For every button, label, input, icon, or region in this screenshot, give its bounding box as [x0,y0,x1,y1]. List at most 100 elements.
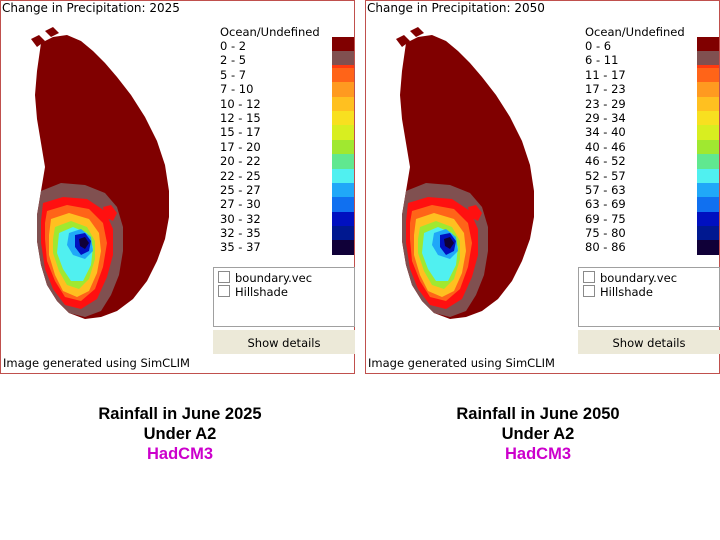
caption-line2: Under A2 [143,425,217,443]
legend-swatch [332,182,354,198]
legend: Ocean/Undefined 0 - 2 2 - 5 5 - 7 7 - 10… [219,25,355,255]
legend-row: 12 - 15 [219,110,355,126]
legend-header: Ocean/Undefined [220,25,320,39]
legend-label: 23 - 29 [585,96,626,111]
legend-label: 17 - 20 [220,139,261,154]
legend-swatch [697,139,719,155]
legend-swatch [332,197,354,212]
layer-hillshade[interactable]: Hillshade [583,285,653,299]
caption-line2: Under A2 [501,425,575,443]
legend-row: 32 - 35 [219,226,355,241]
legend-label: 5 - 7 [220,67,247,82]
zone-darkest [444,237,454,249]
legend-swatch [697,96,719,111]
caption-model: HadCM3 [504,445,571,463]
checkbox[interactable] [218,271,230,283]
checkbox[interactable] [218,285,230,297]
rainfall-zones [37,183,123,317]
legend-row: 34 - 40 [584,125,720,140]
layer-hillshade[interactable]: Hillshade [218,285,288,299]
legend-swatch [697,197,719,212]
legend-row: 5 - 7 [219,67,355,83]
legend-label: 30 - 32 [220,211,261,226]
legend-row: 80 - 86 [584,240,720,255]
legend-label: 75 - 80 [585,226,626,241]
map-panel-2025: Change in Precipitation: 2025 Ocean/Unde… [0,0,355,374]
legend-row: 29 - 34 [584,110,720,126]
legend-label: 57 - 63 [585,182,626,197]
layer-boundary[interactable]: boundary.vec [218,271,312,285]
legend-row: 63 - 69 [584,197,720,212]
legend-label: 11 - 17 [585,67,626,82]
legend-label: 46 - 52 [585,154,626,169]
checkbox[interactable] [583,285,595,297]
legend-swatch [697,182,719,198]
legend-swatch [332,82,354,97]
layers-list: boundary.vec Hillshade [213,267,355,327]
zone-red-spot [468,205,482,221]
legend-label: 15 - 17 [220,125,261,140]
layers-list: boundary.vec Hillshade [578,267,720,327]
legend-swatch [697,125,719,140]
legend-label: 29 - 34 [585,110,626,125]
layer-label: Hillshade [600,285,653,299]
show-details-button[interactable]: Show details [578,330,720,354]
legend-label: 69 - 75 [585,211,626,226]
legend-swatch [697,226,719,241]
legend-negative-swatch [697,51,719,65]
panel-title: Change in Precipitation: 2025 [2,1,180,15]
legend-row: 10 - 12 [219,96,355,111]
legend-swatch [697,67,719,83]
legend-label: 12 - 15 [220,110,261,125]
legend-label: 2 - 5 [220,53,247,68]
islet [410,27,424,37]
legend-label: 52 - 57 [585,168,626,183]
show-details-button[interactable]: Show details [213,330,355,354]
legend-swatch [697,168,719,183]
layer-label: boundary.vec [235,271,313,285]
legend-label: 80 - 86 [585,240,626,255]
legend-label: 7 - 10 [220,82,254,97]
legend-label: 63 - 69 [585,197,626,212]
legend-swatch [332,139,354,155]
legend-label: 20 - 22 [220,154,261,169]
legend-label: 10 - 12 [220,96,261,111]
map-panel-2050: Change in Precipitation: 2050 Ocean/Unde… [365,0,720,374]
legend-swatch [332,226,354,241]
layer-label: Hillshade [235,285,288,299]
legend: Ocean/Undefined 0 - 6 6 - 11 11 - 17 17 … [584,25,720,255]
legend-swatch [697,82,719,97]
footer-text: Image generated using SimCLIM [368,356,555,370]
islet [45,27,59,37]
legend-swatch [697,240,719,255]
legend-swatch [697,110,719,126]
legend-label: 25 - 27 [220,182,261,197]
islet [31,35,45,47]
legend-ocean-swatch [697,37,719,51]
legend-row: 15 - 17 [219,125,355,140]
legend-row: 7 - 10 [219,82,355,97]
legend-row: 25 - 27 [219,182,355,198]
legend-row: 20 - 22 [219,154,355,169]
checkbox[interactable] [583,271,595,283]
legend-label: 22 - 25 [220,168,261,183]
panel-title: Change in Precipitation: 2050 [367,1,545,15]
caption-2050: Rainfall in June 2050 Under A2 HadCM3 [388,404,688,464]
legend-swatch [332,154,354,169]
legend-swatch [697,154,719,169]
legend-row: 23 - 29 [584,96,720,111]
legend-swatch [332,125,354,140]
legend-row: 17 - 23 [584,82,720,97]
legend-swatch [332,211,354,227]
legend-negative-swatch [332,51,354,65]
layer-boundary[interactable]: boundary.vec [583,271,677,285]
legend-row: 57 - 63 [584,182,720,198]
legend-ocean-swatch [332,37,354,51]
rainfall-zones [402,183,488,317]
layer-label: boundary.vec [600,271,678,285]
legend-row: 75 - 80 [584,226,720,241]
legend-label: 6 - 11 [585,53,619,68]
legend-row: 52 - 57 [584,168,720,183]
legend-row: 27 - 30 [219,197,355,212]
legend-row: 46 - 52 [584,154,720,169]
